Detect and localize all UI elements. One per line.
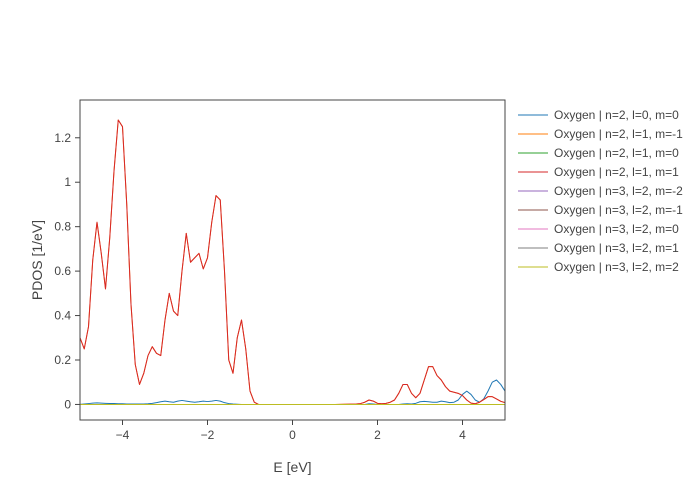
legend-label: Oxygen | n=3, l=2, m=0 [554,222,679,236]
x-tick-label: 2 [374,428,381,442]
y-tick-label: 1.2 [54,131,71,145]
legend-item: Oxygen | n=3, l=2, m=2 [518,260,679,274]
legend-label: Oxygen | n=3, l=2, m=2 [554,260,679,274]
legend-item: Oxygen | n=2, l=1, m=1 [518,165,679,179]
y-tick-label: 0.6 [54,264,71,278]
y-tick-label: 0 [64,397,71,411]
legend-label: Oxygen | n=3, l=2, m=-1 [554,203,683,217]
y-tick-label: 0.2 [54,353,71,367]
y-tick-label: 1 [64,175,71,189]
series-line-3 [80,119,505,405]
legend-item: Oxygen | n=2, l=1, m=0 [518,146,679,160]
x-tick-label: −4 [116,428,130,442]
legend-item: Oxygen | n=3, l=2, m=0 [518,222,679,236]
x-axis-title: E [eV] [273,459,311,475]
y-tick-label: 0.4 [54,309,71,323]
x-tick-label: 0 [289,428,296,442]
legend: Oxygen | n=2, l=0, m=0 Oxygen | n=2, l=1,… [518,108,683,274]
legend-label: Oxygen | n=2, l=1, m=1 [554,165,679,179]
legend-item: Oxygen | n=2, l=1, m=-1 [518,127,683,141]
series-lines [80,119,505,405]
legend-item: Oxygen | n=2, l=0, m=0 [518,108,679,122]
legend-label: Oxygen | n=3, l=2, m=-2 [554,184,683,198]
legend-label: Oxygen | n=2, l=1, m=0 [554,146,679,160]
x-tick-label: 4 [459,428,466,442]
legend-item: Oxygen | n=3, l=2, m=-1 [518,203,683,217]
legend-item: Oxygen | n=3, l=2, m=1 [518,241,679,255]
legend-label: Oxygen | n=2, l=1, m=-1 [554,127,683,141]
y-axis: 0 0.2 0.4 0.6 0.8 1 1.2 [54,131,80,411]
y-axis-title: PDOS [1/eV] [29,220,45,300]
legend-label: Oxygen | n=3, l=2, m=1 [554,241,679,255]
legend-label: Oxygen | n=2, l=0, m=0 [554,108,679,122]
legend-item: Oxygen | n=3, l=2, m=-2 [518,184,683,198]
x-axis: −4 −2 0 2 4 [116,420,466,442]
y-tick-label: 0.8 [54,220,71,234]
x-tick-label: −2 [201,428,215,442]
